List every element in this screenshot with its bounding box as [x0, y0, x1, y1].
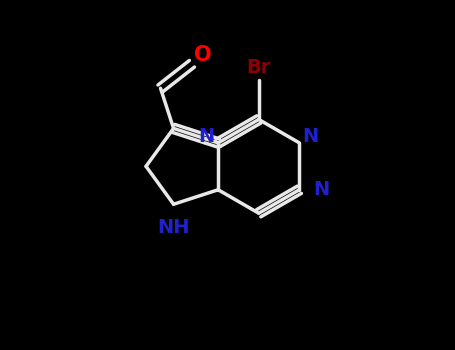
- Text: N: N: [198, 127, 215, 146]
- Text: NH: NH: [157, 218, 190, 237]
- Text: N: N: [313, 180, 329, 199]
- Text: N: N: [303, 127, 319, 146]
- Text: Br: Br: [247, 58, 271, 77]
- Text: O: O: [194, 45, 212, 65]
